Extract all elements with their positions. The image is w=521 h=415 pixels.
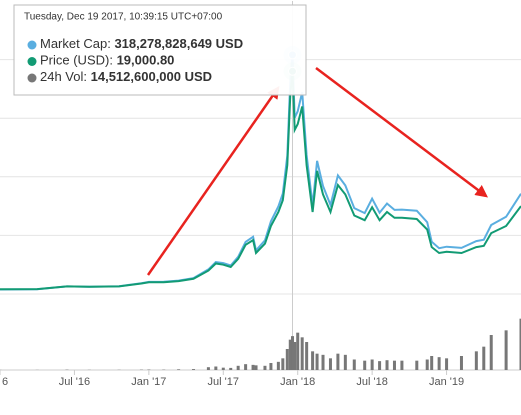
- tooltip-value: 19,000.80: [117, 53, 175, 68]
- volume-bar: [288, 339, 292, 370]
- volume-bar: [425, 359, 429, 370]
- volume-bar: [504, 330, 508, 370]
- annotation-arrow: [315, 67, 488, 198]
- volume-bar: [305, 342, 309, 370]
- volume-bar: [296, 332, 300, 370]
- volume-bar: [400, 360, 404, 370]
- volume-bar: [370, 359, 374, 370]
- volume-bar: [251, 364, 255, 370]
- volume-bar: [244, 364, 248, 370]
- volume-bar: [300, 337, 304, 370]
- tooltip-label: 24h Vol:: [40, 69, 87, 84]
- volume-bar: [269, 363, 273, 370]
- volume-bar: [459, 356, 463, 370]
- volume-bar: [221, 367, 225, 370]
- volume-bar: [214, 366, 218, 370]
- x-tick-label: Jan '19: [429, 376, 464, 388]
- volume-bar: [352, 359, 356, 370]
- volume-bar: [291, 336, 295, 370]
- annotation-arrow: [146, 85, 280, 276]
- series-line: [0, 71, 521, 291]
- volume-bar: [281, 358, 285, 370]
- tooltip-row: Price (USD): 19,000.80: [40, 53, 174, 68]
- volume-bar: [415, 360, 419, 370]
- tooltip-value: 318,278,828,649 USD: [114, 36, 243, 51]
- volume-bar: [519, 318, 521, 370]
- x-tick-label: 6: [2, 376, 8, 388]
- x-tick-label: Jul '18: [356, 376, 387, 388]
- plot: 6 Jul '16 Jan '17 Jul '17 Jan '18 Jul '18 Jan …: [0, 1, 521, 388]
- volume-bar: [285, 349, 289, 370]
- tooltip-bullet: [27, 73, 37, 83]
- volume-bar: [437, 357, 441, 370]
- tooltip-title: Tuesday, Dec 19 2017, 10:39:15 UTC+07:00: [24, 12, 223, 23]
- volume-bar: [363, 360, 367, 370]
- volume-bar: [293, 342, 297, 370]
- volume-bar: [430, 356, 434, 370]
- tooltip-label: Price (USD):: [40, 53, 113, 68]
- tooltip-row: 24h Vol: 14,512,600,000 USD: [40, 69, 212, 84]
- volume-bar: [206, 367, 210, 370]
- tooltip-bullet: [27, 40, 37, 50]
- volume-bar: [392, 360, 396, 370]
- volume-bar: [315, 353, 319, 370]
- volume-bar: [263, 365, 267, 370]
- volume-bar: [236, 365, 240, 370]
- volume-bar: [489, 335, 493, 370]
- tooltip-box: [13, 4, 307, 96]
- volume-bar: [336, 353, 340, 370]
- volume-bar: [229, 367, 233, 370]
- volume-bar: [474, 351, 478, 370]
- volume-bar: [328, 358, 332, 370]
- x-tick-label: Jul '16: [59, 376, 90, 388]
- volume-bar: [311, 351, 315, 370]
- x-tick-label: Jan '17: [131, 376, 166, 388]
- tooltip-row: Market Cap: 318,278,828,649 USD: [40, 36, 243, 51]
- volume-bar: [177, 369, 181, 370]
- tooltip-label: Market Cap:: [40, 36, 111, 51]
- tooltip: Tuesday, Dec 19 2017, 10:39:15 UTC+07:00…: [13, 4, 307, 96]
- volume-bar: [321, 354, 325, 370]
- tooltip-bullet: [27, 57, 37, 66]
- x-tick-label: Jul '17: [208, 376, 239, 388]
- volume-bar: [276, 361, 280, 370]
- volume-bar: [385, 360, 389, 370]
- volume-bar: [254, 365, 258, 370]
- volume-bar: [343, 354, 347, 370]
- tooltip-value: 14,512,600,000 USD: [91, 69, 212, 84]
- volume-bar: [482, 346, 486, 370]
- volume-bar: [192, 369, 196, 370]
- volume-bar: [378, 361, 382, 370]
- volume-bar: [445, 358, 449, 370]
- x-tick-label: Jan '18: [280, 376, 315, 388]
